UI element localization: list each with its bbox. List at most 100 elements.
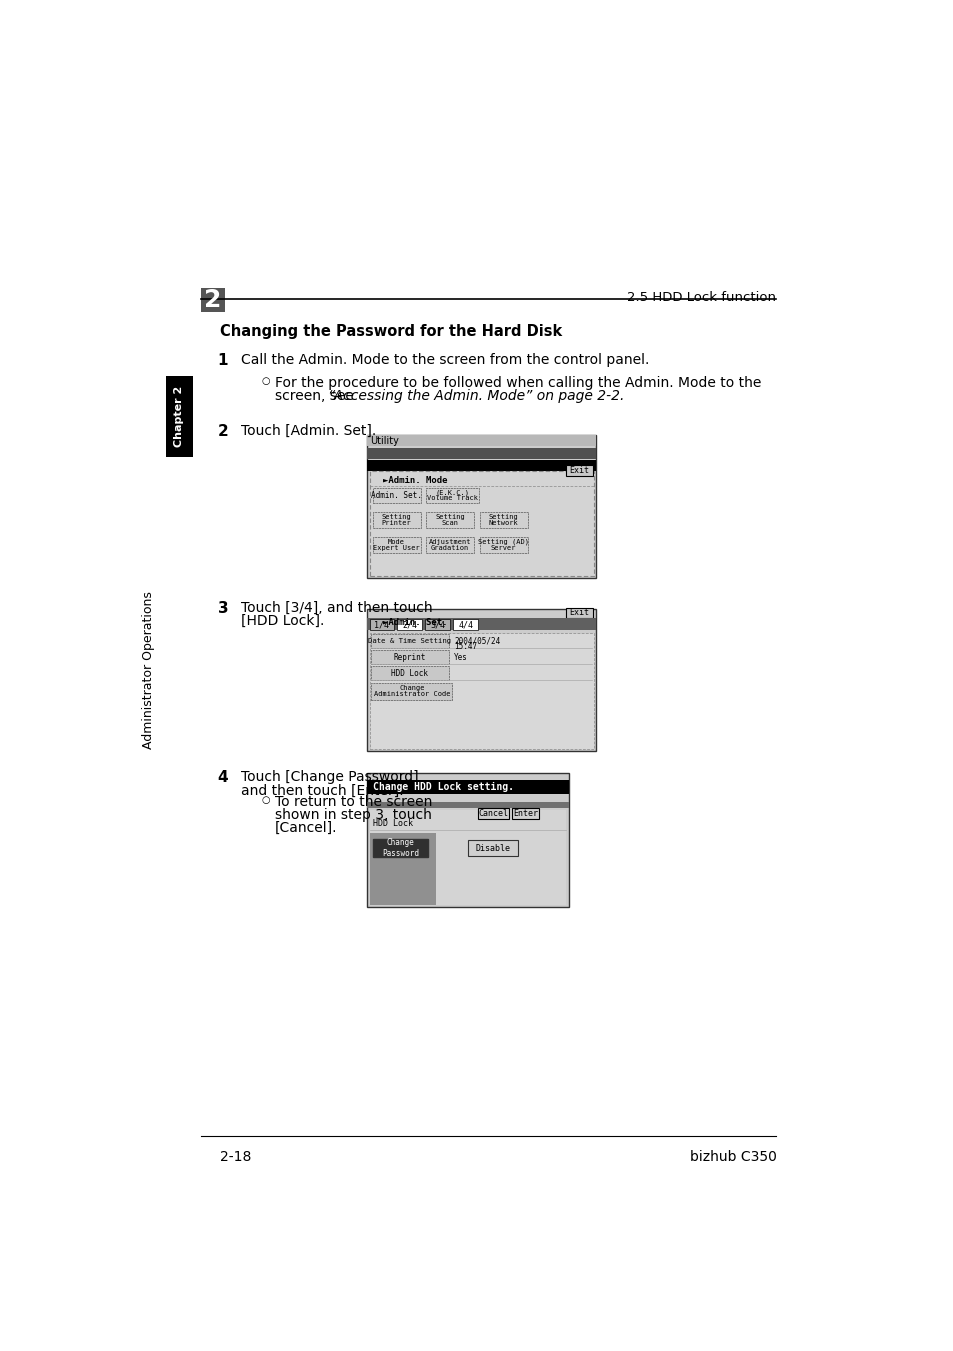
Text: bizhub C350: bizhub C350 bbox=[689, 1150, 776, 1165]
Bar bbox=[477, 808, 509, 819]
Text: Volume Track: Volume Track bbox=[427, 496, 477, 501]
Text: Scan: Scan bbox=[441, 520, 458, 526]
Bar bbox=[367, 781, 568, 794]
Text: [Cancel].: [Cancel]. bbox=[274, 821, 337, 835]
Bar bbox=[479, 512, 527, 528]
Text: Setting: Setting bbox=[488, 515, 518, 520]
Text: Disable: Disable bbox=[475, 843, 510, 852]
Text: Changing the Password for the Hard Disk: Changing the Password for the Hard Disk bbox=[220, 324, 561, 339]
Text: Call the Admin. Mode to the screen from the control panel.: Call the Admin. Mode to the screen from … bbox=[241, 353, 649, 367]
Text: 1/4: 1/4 bbox=[375, 620, 389, 630]
Text: 4/4: 4/4 bbox=[457, 620, 473, 630]
Text: 2: 2 bbox=[217, 424, 228, 439]
Text: 4: 4 bbox=[217, 770, 228, 785]
Bar bbox=[367, 802, 568, 808]
Bar bbox=[453, 620, 477, 631]
Text: Date & Time Setting: Date & Time Setting bbox=[368, 638, 451, 644]
Text: Enter: Enter bbox=[513, 809, 537, 819]
Bar bbox=[200, 288, 225, 312]
Bar bbox=[373, 839, 427, 858]
Bar bbox=[367, 447, 596, 458]
Bar bbox=[369, 811, 566, 905]
Text: and then touch [Enter].: and then touch [Enter]. bbox=[241, 784, 403, 797]
Text: Administrator Code: Administrator Code bbox=[374, 690, 450, 697]
Text: Administrator Operations: Administrator Operations bbox=[142, 592, 155, 750]
Text: 3/4: 3/4 bbox=[430, 620, 445, 630]
Bar bbox=[371, 666, 448, 681]
Text: shown in step 3, touch: shown in step 3, touch bbox=[274, 808, 432, 823]
Text: Printer: Printer bbox=[381, 520, 411, 526]
Bar bbox=[367, 461, 596, 471]
Text: 2/4: 2/4 bbox=[402, 620, 416, 630]
Bar bbox=[369, 832, 436, 905]
Text: Expert User: Expert User bbox=[373, 544, 419, 550]
Text: 2.5 HDD Lock function: 2.5 HDD Lock function bbox=[627, 292, 776, 304]
Text: 1: 1 bbox=[217, 353, 228, 367]
Text: Exit: Exit bbox=[569, 466, 589, 476]
Text: ►Admin. Set.: ►Admin. Set. bbox=[382, 617, 447, 627]
Bar bbox=[373, 488, 420, 503]
Text: Setting (AD): Setting (AD) bbox=[477, 539, 529, 546]
Bar bbox=[566, 466, 592, 476]
Text: 15:47: 15:47 bbox=[454, 642, 476, 651]
Bar bbox=[479, 538, 527, 553]
Text: Yes: Yes bbox=[454, 653, 467, 662]
Text: “Accessing the Admin. Mode” on page 2-2.: “Accessing the Admin. Mode” on page 2-2. bbox=[328, 389, 623, 403]
Bar bbox=[371, 650, 448, 665]
Text: To return to the screen: To return to the screen bbox=[274, 794, 432, 809]
Bar bbox=[468, 840, 517, 857]
Bar bbox=[371, 634, 448, 648]
Text: (E.K.C.): (E.K.C.) bbox=[435, 489, 469, 496]
Text: Admin. Set.: Admin. Set. bbox=[371, 490, 421, 500]
Text: Touch [Change Password],: Touch [Change Password], bbox=[241, 770, 422, 785]
Text: ○: ○ bbox=[261, 794, 270, 805]
Text: screen, see: screen, see bbox=[274, 389, 358, 403]
Text: Mode: Mode bbox=[388, 539, 405, 544]
Bar bbox=[367, 773, 568, 908]
Bar bbox=[367, 435, 596, 446]
Text: HDD Lock: HDD Lock bbox=[373, 819, 413, 828]
Text: Gradation: Gradation bbox=[431, 544, 469, 550]
Text: 2: 2 bbox=[204, 288, 221, 312]
Text: Exit: Exit bbox=[569, 608, 589, 617]
Bar bbox=[566, 608, 592, 617]
Text: Reprint: Reprint bbox=[394, 653, 426, 662]
Text: Change HDD Lock setting.: Change HDD Lock setting. bbox=[373, 782, 513, 793]
Text: 3: 3 bbox=[217, 601, 228, 616]
Bar bbox=[512, 808, 538, 819]
Text: Adjustment: Adjustment bbox=[429, 539, 471, 544]
Bar bbox=[426, 538, 474, 553]
Text: [HDD Lock].: [HDD Lock]. bbox=[241, 615, 324, 628]
Bar bbox=[369, 471, 593, 576]
Bar bbox=[373, 512, 420, 528]
Text: ►Admin. Mode: ►Admin. Mode bbox=[382, 476, 447, 485]
Text: ►Admin. Set.: ►Admin. Set. bbox=[382, 782, 447, 790]
Bar bbox=[369, 620, 394, 631]
Text: Touch [3/4], and then touch: Touch [3/4], and then touch bbox=[241, 601, 432, 615]
Bar bbox=[397, 620, 422, 631]
Bar bbox=[373, 538, 420, 553]
Text: Cancel: Cancel bbox=[478, 809, 508, 819]
Bar bbox=[166, 376, 193, 457]
Bar bbox=[371, 682, 452, 700]
Text: Server: Server bbox=[491, 544, 516, 550]
Text: Utility: Utility bbox=[370, 436, 398, 446]
Bar bbox=[367, 617, 596, 631]
Text: 2004/05/24: 2004/05/24 bbox=[454, 636, 499, 646]
Text: Setting: Setting bbox=[435, 515, 464, 520]
Text: Chapter 2: Chapter 2 bbox=[174, 386, 184, 447]
Bar bbox=[426, 488, 478, 503]
Bar bbox=[369, 632, 593, 748]
Text: Change
Password: Change Password bbox=[381, 839, 418, 858]
Text: ○: ○ bbox=[261, 376, 270, 386]
Bar bbox=[426, 512, 474, 528]
Text: For the procedure to be followed when calling the Admin. Mode to the: For the procedure to be followed when ca… bbox=[274, 376, 760, 390]
Text: Change: Change bbox=[398, 685, 424, 692]
Text: HDD Lock: HDD Lock bbox=[391, 669, 428, 678]
Text: Touch [Admin. Set].: Touch [Admin. Set]. bbox=[241, 424, 375, 438]
Bar bbox=[425, 620, 450, 631]
Bar bbox=[367, 609, 596, 751]
Text: Setting: Setting bbox=[381, 515, 411, 520]
Text: Network: Network bbox=[488, 520, 518, 526]
Bar bbox=[367, 435, 596, 578]
